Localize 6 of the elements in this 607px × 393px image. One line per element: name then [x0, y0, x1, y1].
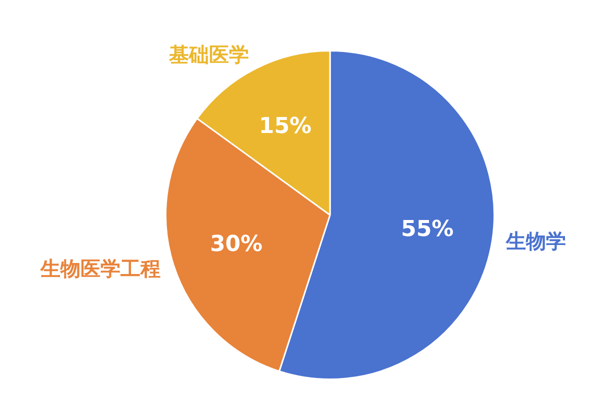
data-label: 30%: [210, 232, 263, 258]
data-label: 55%: [401, 217, 454, 242]
data-label: 15%: [258, 114, 312, 139]
slice-label: 生物医学工程: [39, 256, 160, 280]
slice-label: 基础医学: [168, 42, 250, 66]
slice-label: 生物学: [505, 229, 566, 254]
